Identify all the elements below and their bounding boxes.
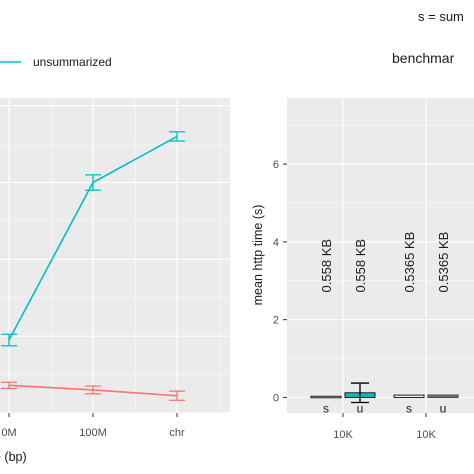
- error-bar: [1, 381, 17, 390]
- error-bar: [1, 333, 17, 347]
- left-x-ticks: 0M 100M chr: [1, 413, 185, 439]
- bar-letter-label: u: [440, 401, 447, 415]
- bar-size-annotation: 0.558 KB: [319, 239, 334, 293]
- bar-size-annotation: 0.5365 KB: [402, 232, 417, 293]
- bar-letter-label: s: [406, 401, 412, 415]
- error-bar: [85, 174, 101, 191]
- x-tick-label: chr: [169, 427, 185, 439]
- x-tick-label: 100M: [79, 427, 107, 439]
- x-tick-label: 10K: [333, 429, 353, 441]
- y-tick-label: 6: [273, 159, 279, 171]
- facet-title: benchmar: [392, 50, 455, 66]
- left-x-axis-title: e (bp): [0, 450, 27, 464]
- right-y-ticks: 0 2 4 6: [273, 159, 287, 404]
- left-marks: [1, 131, 185, 401]
- bar-size-annotation: 0.558 KB: [353, 239, 368, 293]
- legend: unsummarized: [0, 55, 112, 69]
- bar-error-bar: [351, 382, 369, 404]
- bar-size-annotation: 0.5365 KB: [436, 232, 451, 293]
- x-tick-label: 10K: [416, 429, 436, 441]
- error-bar: [169, 131, 185, 142]
- bar-s: [310, 395, 342, 399]
- right-panel-background: [287, 98, 474, 413]
- left-panel-background: [0, 98, 230, 413]
- right-x-ticks: 10K 10K: [333, 413, 436, 441]
- y-tick-label: 0: [273, 392, 279, 404]
- left-panel: 0M 100M chr e (bp): [0, 98, 230, 464]
- x-tick-label: 0M: [1, 427, 16, 439]
- legend-label-unsummarized: unsummarized: [33, 55, 112, 69]
- left-gridlines: [0, 98, 230, 414]
- right-bars: s 0.558 KB u 0.558 KB s 0.5365 KB u 0.5365 KB: [310, 232, 459, 415]
- subtitle-text: s = sum: [418, 9, 464, 24]
- right-y-axis-title: mean http time (s): [251, 205, 265, 306]
- y-tick-label: 2: [273, 315, 279, 327]
- bar-letter-label: u: [357, 401, 364, 415]
- y-tick-label: 4: [273, 237, 279, 249]
- right-gridlines: [287, 98, 474, 413]
- bar-letter-label: s: [323, 401, 329, 415]
- error-bar: [169, 390, 185, 401]
- right-panel: 0 2 4 6 s 0.558 KB u 0.558 KB s 0.5365 KB u 0.5365…: [251, 98, 474, 441]
- error-bar: [85, 385, 101, 395]
- bar-fill-overlay: [428, 395, 458, 398]
- bar-s: [393, 394, 425, 398]
